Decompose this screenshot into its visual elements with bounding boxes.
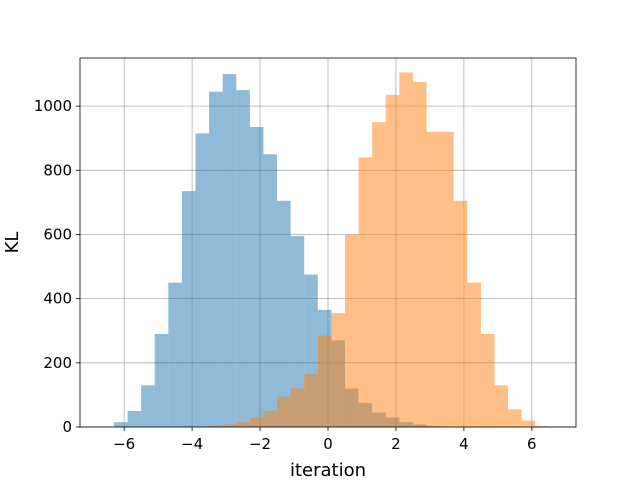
- histogram-bar-series-1: [249, 126, 264, 428]
- x-axis-label: iteration: [290, 460, 366, 480]
- histogram-bar-series-1: [222, 74, 237, 427]
- histogram-bar-series-2: [508, 409, 522, 427]
- x-tick-label: 6: [527, 435, 537, 453]
- histogram-bar-series-2: [344, 234, 359, 427]
- histogram-bar-series-2: [277, 396, 291, 427]
- histogram-bar-series-2: [494, 385, 509, 427]
- y-tick-label: 0: [62, 418, 72, 436]
- histogram-bar-series-1: [277, 200, 291, 427]
- histogram-bar-series-2: [480, 333, 495, 427]
- histogram-bar-series-2: [412, 82, 427, 427]
- y-tick-label: 1000: [34, 97, 72, 115]
- histogram-bar-series-2: [426, 131, 441, 428]
- histogram-bar-series-2: [209, 426, 223, 427]
- histogram-bar-series-1: [113, 422, 128, 427]
- y-tick-label: 800: [43, 161, 72, 179]
- y-tick-label: 400: [43, 290, 72, 308]
- x-tick-label: −6: [113, 435, 135, 453]
- histogram-bar-series-2: [453, 200, 468, 427]
- histogram-bar-series-2: [290, 388, 305, 427]
- histogram-bar-series-1: [290, 236, 305, 427]
- histogram-bar-series-2: [331, 313, 345, 427]
- x-tick-label: −2: [249, 435, 271, 453]
- histogram-bar-series-2: [249, 417, 264, 427]
- x-tick-label: 4: [459, 435, 469, 453]
- histogram-bar-series-1: [127, 410, 142, 427]
- histogram-bar-series-1: [209, 91, 223, 427]
- histogram-bar-series-2: [263, 410, 278, 427]
- axis-ticks: −6 −4 −2 0 2 4 6 0 200 400 600 800 1000: [34, 97, 537, 453]
- x-tick-label: 2: [391, 435, 401, 453]
- histogram-bar-series-2: [222, 424, 237, 427]
- histogram-bar-series-1: [263, 154, 278, 427]
- histogram-bar-series-2: [236, 422, 250, 427]
- histogram-bar-series-1: [181, 191, 196, 427]
- histogram-bar-series-2: [304, 374, 318, 427]
- y-tick-label: 600: [43, 225, 72, 243]
- histogram-bar-series-2: [358, 157, 373, 428]
- histogram-bar-series-1: [154, 333, 169, 427]
- y-axis-label: KL: [2, 232, 23, 254]
- x-tick-label: 0: [323, 435, 333, 453]
- x-tick-label: −4: [181, 435, 203, 453]
- histogram-bar-series-1: [168, 282, 182, 427]
- histogram-bar-series-1: [236, 90, 250, 427]
- histogram-bar-series-2: [372, 122, 386, 427]
- histogram-bar-series-1: [195, 133, 210, 427]
- histogram-bar-series-1: [141, 385, 155, 427]
- histogram-bar-series-2: [317, 335, 332, 427]
- histogram-bar-series-2: [521, 420, 536, 427]
- histogram-bar-series-2: [467, 282, 481, 427]
- histogram-bars: [113, 72, 549, 428]
- histogram-bar-series-2: [535, 426, 549, 427]
- y-tick-label: 200: [43, 354, 72, 372]
- histogram-bar-series-2: [399, 72, 413, 427]
- histogram-bar-series-2: [440, 131, 454, 428]
- histogram-bar-series-2: [385, 94, 400, 428]
